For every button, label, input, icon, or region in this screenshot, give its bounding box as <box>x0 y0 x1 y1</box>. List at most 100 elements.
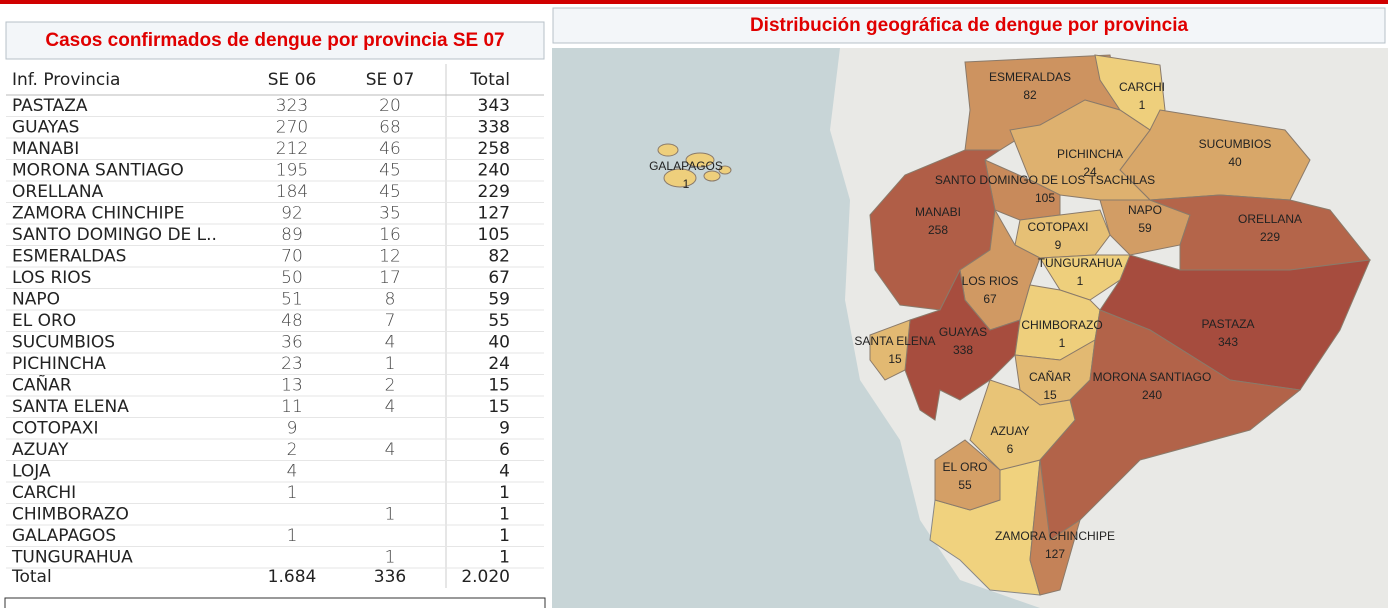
province-name: ZAMORA CHINCHIPE <box>995 529 1115 543</box>
table-cell: 1 <box>499 483 510 503</box>
table-cell: 13 <box>281 376 303 396</box>
table-cell: 20 <box>379 96 401 116</box>
table-cell: 48 <box>281 311 303 331</box>
table-footer: Total <box>11 567 52 587</box>
province-value: 1 <box>1059 336 1066 350</box>
table-header: SE 06 <box>268 70 317 90</box>
province-value: 15 <box>1043 388 1057 402</box>
province-name: PASTAZA <box>1202 317 1255 331</box>
island <box>703 170 721 182</box>
table-cell: 7 <box>385 311 396 331</box>
island <box>718 165 732 175</box>
table-cell: 9 <box>499 419 510 439</box>
province-value: 6 <box>1007 442 1014 456</box>
table-cell: 4 <box>385 397 396 417</box>
table-cell: 184 <box>276 182 308 202</box>
table-cell: 270 <box>276 118 308 138</box>
table-cell: PASTAZA <box>12 96 88 116</box>
table-cell: ESMERALDAS <box>12 247 126 267</box>
table-cell: 17 <box>379 268 401 288</box>
table-cell: 1 <box>385 354 396 374</box>
table-cell: 51 <box>281 290 303 310</box>
province-value: 15 <box>888 352 902 366</box>
table-cell: 195 <box>276 161 308 181</box>
table-cell: 1 <box>385 505 396 525</box>
table-cell: 23 <box>281 354 303 374</box>
table-cell: CARCHI <box>12 483 76 503</box>
province-value: 82 <box>1023 88 1037 102</box>
province-name: CHIMBORAZO <box>1021 318 1102 332</box>
province-value: 1 <box>1077 274 1084 288</box>
table-cell: ZAMORA CHINCHIPE <box>12 204 185 224</box>
table-cell: GALAPAGOS <box>12 526 116 546</box>
province-name: AZUAY <box>990 424 1029 438</box>
province-name: GALAPAGOS <box>649 159 723 173</box>
table-cell: 1 <box>287 526 298 546</box>
province-value: 67 <box>983 292 997 306</box>
province-value: 343 <box>1218 335 1238 349</box>
province-name: EL ORO <box>943 460 988 474</box>
table-cell: COTOPAXI <box>12 419 98 439</box>
province-name: LOS RIOS <box>962 274 1019 288</box>
table-header: SE 07 <box>366 70 415 90</box>
table-cell: MORONA SANTIAGO <box>12 161 184 181</box>
province-value: 59 <box>1138 221 1152 235</box>
table-cell: 45 <box>379 182 401 202</box>
table-cell: 15 <box>488 397 510 417</box>
table-cell: 9 <box>287 419 298 439</box>
table-cell: 1 <box>499 505 510 525</box>
table-cell: 258 <box>478 139 510 159</box>
province <box>904 268 1021 421</box>
table-footer: 1.684 <box>268 567 317 587</box>
province-value: 1 <box>683 177 690 191</box>
table-cell: 4 <box>385 333 396 353</box>
table-cell: 1 <box>287 483 298 503</box>
province-value: 24 <box>1083 165 1097 179</box>
province-value: 55 <box>958 478 972 492</box>
table-cell: 92 <box>281 204 303 224</box>
province-name: TUNGURAHUA <box>1038 256 1123 270</box>
province-value: 338 <box>953 343 973 357</box>
table-header: Total <box>469 70 510 90</box>
table-title-box <box>5 21 545 60</box>
province-name: SUCUMBIOS <box>1199 137 1272 151</box>
table-cell: 67 <box>488 268 510 288</box>
table-cell: 338 <box>478 118 510 138</box>
table-cell: 36 <box>281 333 303 353</box>
table-cell: 127 <box>478 204 510 224</box>
table-cell: PICHINCHA <box>12 354 106 374</box>
table-cell: 15 <box>488 376 510 396</box>
table-cell: 40 <box>488 333 510 353</box>
island <box>657 143 679 157</box>
table-cell: 1 <box>499 548 510 568</box>
table-cell: 35 <box>379 204 401 224</box>
table-cell: NAPO <box>12 290 60 310</box>
island <box>685 152 715 168</box>
province-name: MORONA SANTIAGO <box>1093 370 1212 384</box>
table-cell: 45 <box>379 161 401 181</box>
table-cell: 6 <box>499 440 510 460</box>
table-cell: 59 <box>488 290 510 310</box>
table-cell: 229 <box>478 182 510 202</box>
table-cell: 1 <box>499 526 510 546</box>
table-cell: 12 <box>379 247 401 267</box>
province-value: 9 <box>1055 238 1062 252</box>
province-value: 1 <box>1139 98 1146 112</box>
table-cell: 55 <box>488 311 510 331</box>
province-name: ORELLANA <box>1238 212 1302 226</box>
province-name: CARCHI <box>1119 80 1165 94</box>
province-name: GUAYAS <box>939 325 987 339</box>
province <box>969 379 1076 471</box>
table-cell: ORELLANA <box>12 182 104 202</box>
table-cell: 4 <box>499 462 510 482</box>
table-cell: 70 <box>281 247 303 267</box>
province-name: ESMERALDAS <box>989 70 1071 84</box>
map-title-box <box>552 7 1386 44</box>
province-value: 240 <box>1142 388 1162 402</box>
table-cell: TUNGURAHUA <box>11 548 133 568</box>
table-cell: 82 <box>488 247 510 267</box>
table-cell: 105 <box>478 225 510 245</box>
province-name: CAÑAR <box>1029 370 1071 384</box>
table-cell: 4 <box>385 440 396 460</box>
table-cell: LOJA <box>12 462 51 482</box>
